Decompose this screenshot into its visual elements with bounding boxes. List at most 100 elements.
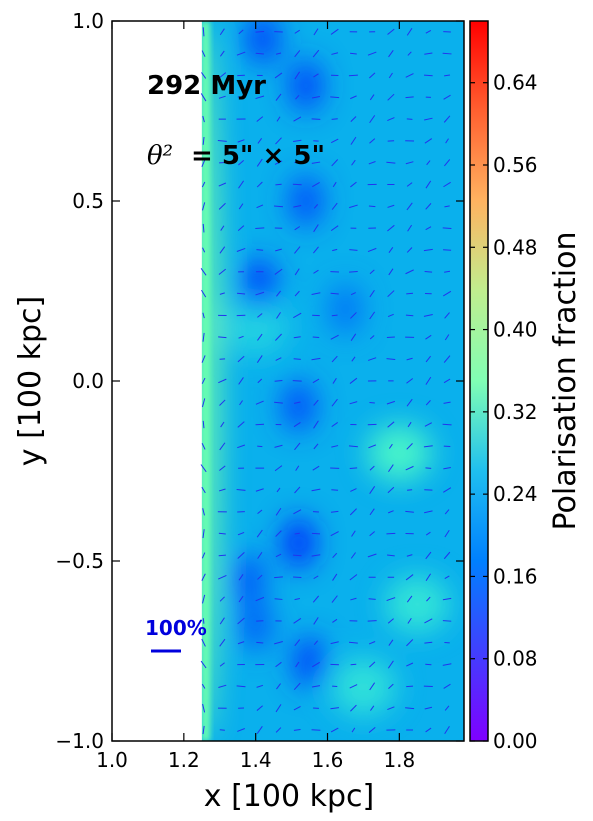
polarisation-vector — [443, 466, 451, 470]
polarisation-vector — [237, 292, 246, 295]
polarisation-vector — [442, 620, 452, 622]
polarisation-vector — [217, 139, 227, 142]
polarisation-vector — [387, 486, 395, 494]
polarisation-vector — [218, 488, 226, 492]
polarisation-vector — [256, 181, 263, 188]
y-tick-label: −0.5 — [55, 549, 104, 573]
polarisation-vector — [201, 289, 207, 298]
polarisation-vector — [237, 641, 245, 645]
polarisation-vector — [351, 356, 356, 362]
colorbar-tick-label: 0.08 — [493, 647, 538, 671]
polarisation-vector — [350, 663, 357, 666]
polarisation-vector — [330, 225, 339, 232]
polarisation-vector — [311, 661, 320, 668]
polarisation-vector — [444, 529, 450, 538]
polarisation-vector — [443, 249, 452, 251]
polarisation-vector — [313, 617, 319, 625]
polarisation-vector — [218, 95, 226, 99]
polarisation-vector — [219, 292, 225, 295]
polarisation-vector — [369, 531, 375, 537]
high-polarisation-region — [367, 424, 432, 482]
polarisation-vector — [293, 336, 301, 339]
polarisation-vector — [219, 442, 226, 451]
polarisation-vector — [425, 355, 431, 363]
polarisation-vector — [256, 684, 264, 688]
polarisation-vector — [238, 203, 244, 210]
polarisation-vector — [201, 443, 206, 450]
polarisation-vector — [330, 727, 339, 733]
y-tick-label: 0.5 — [72, 189, 104, 213]
polarisation-vector — [350, 136, 357, 145]
polarisation-vector — [201, 158, 206, 167]
low-polarisation-region — [239, 600, 272, 651]
polarisation-vector — [200, 93, 207, 102]
polarisation-vector — [350, 52, 357, 55]
polarisation-vector — [370, 705, 375, 711]
polarisation-vector — [368, 205, 376, 208]
polarisation-vector — [405, 574, 414, 581]
polarisation-vector — [237, 444, 246, 449]
polarisation-vector — [313, 73, 319, 78]
polarisation-vector — [332, 181, 337, 188]
polarisation-vector — [387, 618, 394, 624]
polarisation-vector — [274, 401, 283, 404]
polarisation-vector — [237, 531, 245, 536]
polarisation-vector — [425, 727, 432, 733]
polarisation-vector — [350, 312, 357, 319]
polarisation-vector — [294, 50, 301, 58]
polarisation-vector — [350, 488, 357, 492]
polarisation-vector — [368, 598, 376, 600]
polarisation-vector — [348, 445, 358, 448]
polarisation-vector — [218, 72, 227, 79]
polarisation-vector — [424, 641, 433, 644]
polarisation-vector — [218, 532, 226, 535]
polarisation-vector — [236, 489, 246, 491]
polarisation-vector — [218, 182, 227, 187]
polarisation-vector — [387, 204, 395, 208]
polarisation-vector — [331, 159, 339, 167]
polarisation-vector — [351, 530, 356, 537]
polarisation-vector — [311, 161, 321, 164]
polarisation-vectors — [200, 27, 452, 735]
polarisation-vector — [311, 95, 320, 99]
low-polarisation-region — [289, 175, 323, 227]
polarisation-vector — [218, 336, 227, 339]
polarisation-vector — [349, 508, 357, 516]
polarisation-vector — [238, 180, 245, 189]
polarisation-vector — [406, 292, 414, 295]
polarisation-vector — [255, 596, 265, 602]
polarisation-vector — [442, 290, 452, 297]
polarisation-vector — [369, 94, 375, 101]
colorbar-tick-label: 0.00 — [493, 729, 538, 753]
polarisation-vector — [257, 138, 263, 144]
polarisation-vector — [407, 421, 412, 428]
polarisation-vector — [425, 203, 432, 210]
polarisation-vector — [313, 224, 319, 233]
polarisation-vector — [388, 464, 394, 473]
polarisation-vector — [238, 159, 245, 166]
polarisation-vector — [294, 290, 300, 297]
polarisation-vector — [443, 683, 451, 689]
polarisation-vector — [369, 486, 376, 494]
polarisation-vector — [294, 29, 300, 34]
polarisation-vector — [350, 597, 357, 601]
polarisation-vector — [274, 380, 283, 382]
polarisation-vector — [406, 378, 414, 384]
polarisation-vector — [293, 618, 302, 624]
polarisation-vector — [276, 683, 281, 690]
polarisation-vector — [387, 660, 394, 669]
colorbar — [469, 20, 489, 742]
polarisation-vector — [218, 378, 227, 384]
polarisation-vector — [201, 638, 206, 647]
polarisation-vector — [294, 532, 300, 535]
polarisation-vector — [331, 118, 338, 120]
polarisation-vector — [406, 554, 413, 557]
polarisation-vector — [293, 139, 302, 143]
polarisation-vector — [331, 595, 338, 603]
polarisation-vector — [406, 662, 414, 667]
polarisation-vector — [255, 291, 265, 296]
polarisation-vector — [348, 74, 358, 77]
polarisation-vector — [200, 268, 207, 276]
polarisation-vector — [218, 202, 226, 210]
polarisation-vector — [387, 554, 395, 557]
